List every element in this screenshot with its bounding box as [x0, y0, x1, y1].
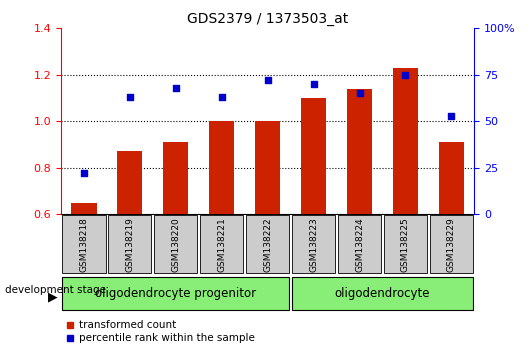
Text: GSM138225: GSM138225	[401, 217, 410, 272]
Bar	[347, 89, 372, 214]
Bar	[292, 215, 335, 273]
Text: oligodendrocyte progenitor: oligodendrocyte progenitor	[95, 287, 257, 300]
Bar	[117, 152, 143, 214]
Bar	[384, 215, 427, 273]
Bar	[439, 142, 464, 214]
Point	[310, 81, 318, 87]
Bar	[338, 215, 381, 273]
Text: development stage: development stage	[5, 285, 107, 295]
Point	[355, 91, 364, 96]
Point	[447, 113, 456, 119]
Text: GSM138223: GSM138223	[309, 217, 318, 272]
Bar	[163, 142, 189, 214]
Bar	[63, 278, 289, 310]
Text: oligodendrocyte: oligodendrocyte	[335, 287, 430, 300]
Bar	[301, 98, 326, 214]
Text: GSM138220: GSM138220	[171, 217, 180, 272]
Point	[172, 85, 180, 91]
Bar	[209, 121, 234, 214]
Bar	[108, 215, 152, 273]
Bar	[430, 215, 473, 273]
Text: GSM138221: GSM138221	[217, 217, 226, 272]
Bar	[246, 215, 289, 273]
Legend: transformed count, percentile rank within the sample: transformed count, percentile rank withi…	[66, 320, 254, 343]
Bar	[255, 121, 280, 214]
Bar	[200, 215, 243, 273]
Point	[401, 72, 410, 78]
Text: GSM138229: GSM138229	[447, 217, 456, 272]
Bar	[71, 202, 96, 214]
Bar	[292, 278, 473, 310]
Point	[80, 170, 88, 176]
Text: ▶: ▶	[48, 291, 58, 304]
Bar	[154, 215, 197, 273]
Point	[126, 94, 134, 100]
Text: GSM138224: GSM138224	[355, 217, 364, 272]
Text: GSM138222: GSM138222	[263, 217, 272, 272]
Point	[263, 78, 272, 83]
Bar	[63, 215, 105, 273]
Text: GSM138219: GSM138219	[126, 217, 134, 272]
Title: GDS2379 / 1373503_at: GDS2379 / 1373503_at	[187, 12, 348, 26]
Point	[217, 94, 226, 100]
Bar	[393, 68, 418, 214]
Text: GSM138218: GSM138218	[80, 217, 89, 272]
